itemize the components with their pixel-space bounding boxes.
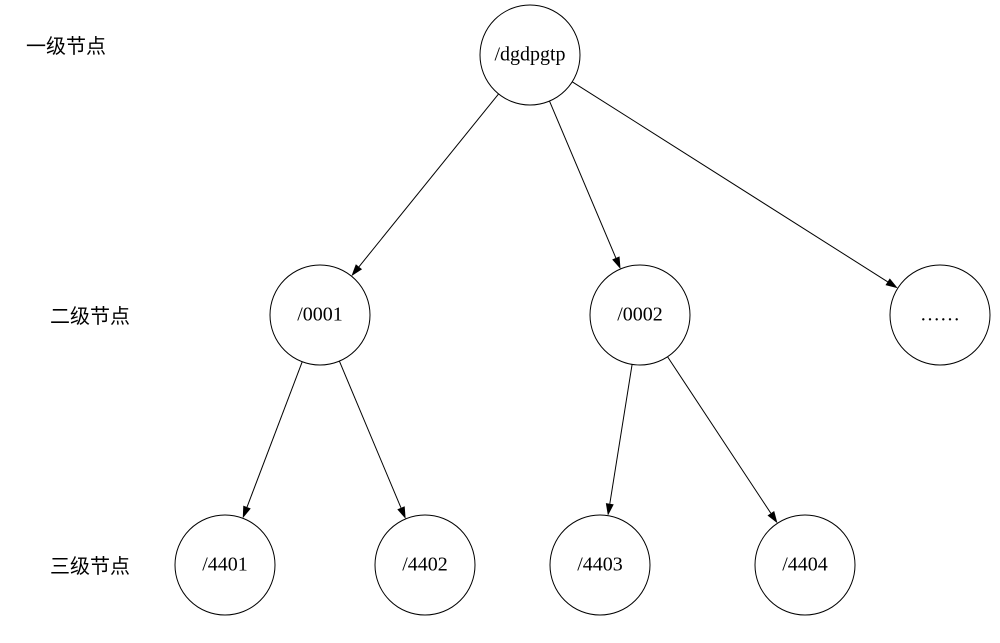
tree-node: /4404	[755, 515, 855, 615]
node-label: /dgdpgtp	[494, 44, 565, 66]
node-label: /0002	[617, 304, 663, 326]
edge	[359, 94, 499, 267]
edges-layer	[243, 82, 898, 523]
arrowhead-icon	[351, 264, 362, 276]
node-label: /0001	[297, 304, 343, 326]
edge	[668, 357, 771, 514]
tree-node: /dgdpgtp	[480, 5, 580, 105]
node-label: ……	[920, 304, 960, 326]
tree-node: /0001	[270, 265, 370, 365]
level3-label: 三级节点	[50, 550, 130, 579]
edge	[572, 82, 887, 282]
arrowhead-icon	[885, 278, 897, 288]
node-label: /4403	[577, 554, 623, 576]
tree-node: /4403	[550, 515, 650, 615]
edge	[610, 364, 632, 503]
level2-label: 二级节点	[50, 300, 130, 329]
arrowhead-icon	[243, 506, 251, 519]
tree-node: /4402	[375, 515, 475, 615]
node-label: /4404	[782, 554, 828, 576]
tree-node: /0002	[590, 265, 690, 365]
edge	[247, 362, 302, 507]
tree-node: /4401	[175, 515, 275, 615]
nodes-layer: /dgdpgtp/0001/0002 …… /4401/4402/4403/4404	[175, 5, 990, 615]
node-label: /4401	[202, 554, 248, 576]
edge	[549, 101, 615, 258]
tree-node: ……	[890, 265, 990, 365]
tree-diagram: /dgdpgtp/0001/0002 …… /4401/4402/4403/4404	[0, 0, 1000, 643]
arrowhead-icon	[612, 256, 620, 269]
arrowhead-icon	[397, 506, 405, 519]
arrowhead-icon	[768, 511, 778, 523]
level1-label: 一级节点	[26, 30, 106, 59]
edge	[339, 361, 401, 508]
node-label: /4402	[402, 554, 448, 576]
arrowhead-icon	[606, 503, 614, 515]
